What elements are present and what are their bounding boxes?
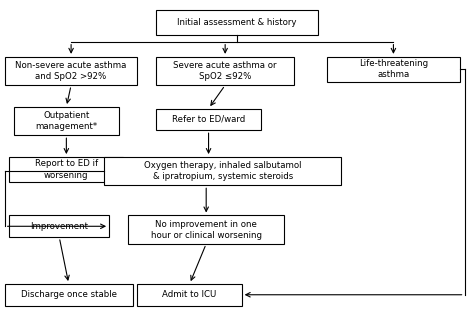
FancyBboxPatch shape [5,284,133,306]
Text: Outpatient
management*: Outpatient management* [35,111,98,131]
FancyBboxPatch shape [5,57,137,85]
FancyBboxPatch shape [9,157,123,182]
Text: Initial assessment & history: Initial assessment & history [177,18,297,27]
FancyBboxPatch shape [156,109,261,130]
Text: Oxygen therapy, inhaled salbutamol
& ipratropium, systemic steroids: Oxygen therapy, inhaled salbutamol & ipr… [144,161,301,181]
Text: Severe acute asthma or
SpO2 ≤92%: Severe acute asthma or SpO2 ≤92% [173,61,277,81]
FancyBboxPatch shape [104,157,341,185]
FancyBboxPatch shape [327,57,460,82]
FancyBboxPatch shape [128,215,284,244]
FancyBboxPatch shape [137,284,242,306]
Text: Report to ED if
worsening: Report to ED if worsening [35,159,98,180]
Text: No improvement in one
hour or clinical worsening: No improvement in one hour or clinical w… [151,219,262,240]
Text: Discharge once stable: Discharge once stable [21,290,117,299]
Text: Admit to ICU: Admit to ICU [163,290,217,299]
Text: Refer to ED/ward: Refer to ED/ward [172,115,245,124]
FancyBboxPatch shape [9,215,109,237]
FancyBboxPatch shape [14,107,118,135]
FancyBboxPatch shape [156,10,318,35]
Text: Improvement: Improvement [30,222,88,231]
FancyBboxPatch shape [156,57,294,85]
Text: Non-severe acute asthma
and SpO2 >92%: Non-severe acute asthma and SpO2 >92% [16,61,127,81]
Text: Life-threatening
asthma: Life-threatening asthma [359,59,428,79]
